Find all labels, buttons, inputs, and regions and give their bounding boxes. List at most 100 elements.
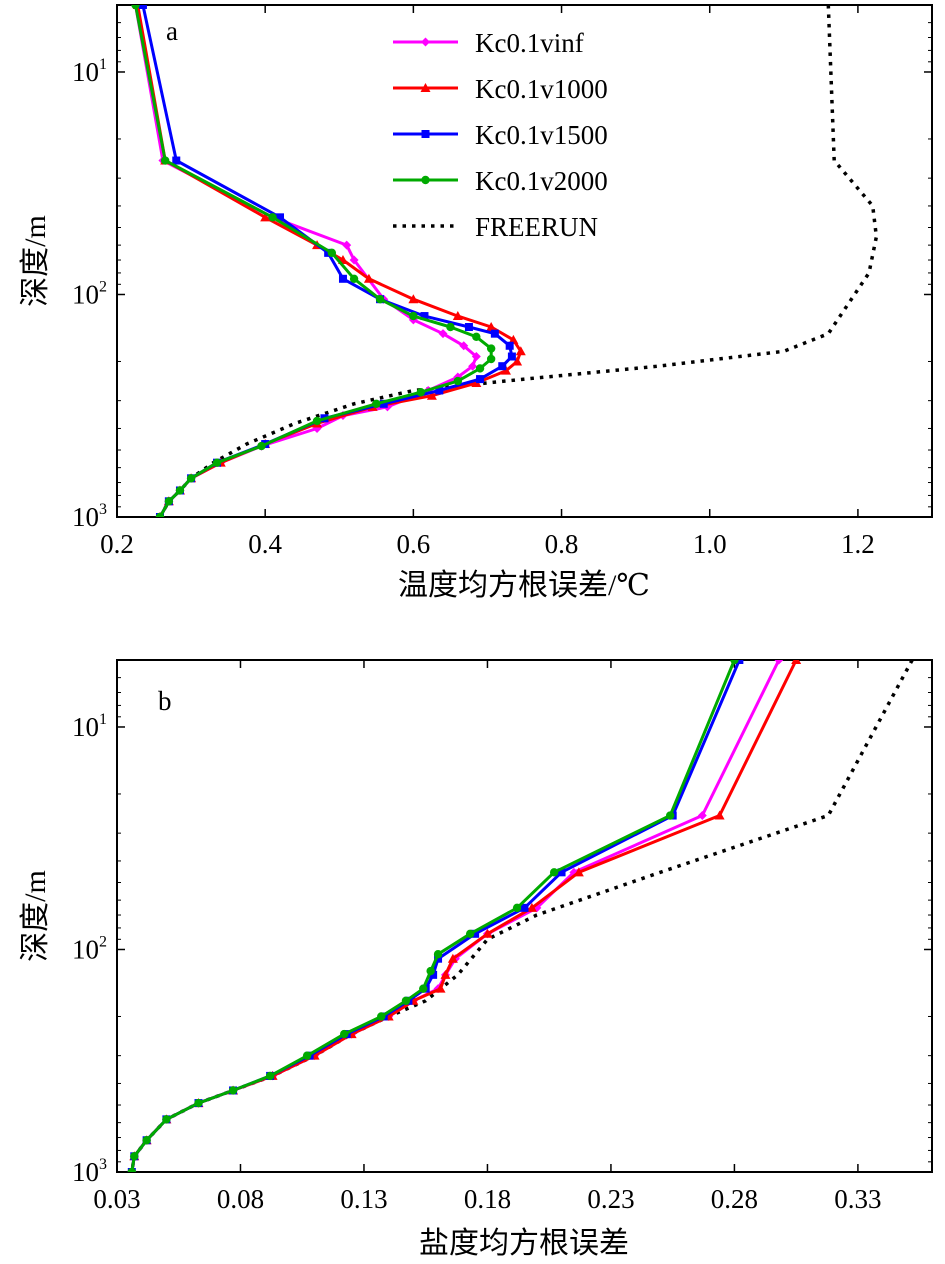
- legend-label-kc0-1v2000: Kc0.1v2000: [475, 166, 608, 196]
- panel-a-point-kc0-1v2000: [312, 416, 322, 426]
- panel-b-point-kc0-1vinf: [774, 660, 784, 665]
- panel-a-y-tick-exponent: 1: [99, 56, 107, 73]
- panel-a-point-kc0-1v1500: [476, 375, 485, 384]
- panel-a-letter: a: [166, 16, 178, 46]
- panel-a-y-tick-base: 10: [72, 57, 99, 87]
- panel-a-point-kc0-1vinf: [349, 255, 359, 265]
- panel-a-point-kc0-1v1000: [486, 322, 497, 332]
- panel-b-y-tick-exponent: 3: [99, 1156, 107, 1173]
- panel-a-point-kc0-1v1500: [338, 274, 347, 283]
- legend-marker-kc0-1v1000: [420, 83, 431, 92]
- legend-marker-kc0-1v1500: [421, 130, 430, 138]
- panel-a-y-tick-base: 10: [72, 502, 99, 532]
- panel-b-point-kc0-1v1500: [520, 903, 529, 912]
- panel-a-point-kc0-1v2000: [372, 399, 381, 409]
- panel-a-x-tick-label: 0.6: [396, 529, 430, 559]
- panel-b-point-kc0-1v1000: [440, 969, 451, 979]
- panel-a-point-kc0-1vinf: [468, 361, 478, 371]
- panel-b-line-kc0-1vinf: [130, 660, 781, 1172]
- panel-b-point-kc0-1v2000: [419, 984, 428, 993]
- legend-item-kc0-1v1500: Kc0.1v1500: [393, 120, 608, 150]
- panel-b-point-kc0-1v2000: [401, 996, 411, 1005]
- panel-a-point-kc0-1v2000: [486, 354, 496, 364]
- panel-a-x-tick-label: 0.2: [100, 529, 134, 559]
- panel-a-point-kc0-1vinf: [459, 341, 469, 351]
- legend-marker-kc0-1v2000: [421, 175, 430, 185]
- panel-a-point-kc0-1v2000: [349, 274, 359, 283]
- panel-b-salinity-rmse-chart: b 0.03 0.08 0.13 0.18 0.23 0.28 0.33101102103 …: [19, 659, 933, 1260]
- panel-a-point-kc0-1vinf: [438, 329, 448, 339]
- panel-b-point-kc0-1v2000: [340, 1029, 349, 1039]
- panel-a-x-axis-label: 温度均方根误差/℃: [398, 569, 650, 602]
- panel-a-y-tick-exponent: 3: [99, 501, 107, 518]
- panel-b-point-kc0-1v2000: [512, 903, 522, 913]
- panel-a-point-kc0-1v2000: [164, 497, 174, 506]
- panel-a-point-kc0-1v1500: [420, 312, 429, 321]
- panel-a-y-axis-label: 深度/m: [19, 215, 52, 307]
- panel-b-point-kc0-1v2000: [426, 966, 435, 976]
- panel-b-point-kc0-1v1000: [714, 810, 725, 820]
- panel-b-point-kc0-1v1000: [482, 928, 493, 938]
- panel-b-plot-frame: [116, 659, 933, 1173]
- panel-a-point-kc0-1v1500: [464, 323, 473, 332]
- panel-a-line-kc0-1vinf: [134, 5, 478, 517]
- legend: Kc0.1vinf Kc0.1v1000 Kc0.1v1500 Kc0.1v2000 F…: [393, 28, 608, 242]
- panel-a-series-freerun: [158, 5, 879, 517]
- panel-b-x-tick-label: 0.18: [464, 1184, 511, 1214]
- panel-a-point-kc0-1v2000: [375, 295, 385, 304]
- panel-b-series-group: [127, 660, 914, 1172]
- panel-a-point-kc0-1v1500: [379, 399, 388, 408]
- panel-a-point-kc0-1v2000: [475, 364, 485, 373]
- panel-b-x-tick-label: 0.28: [711, 1184, 758, 1214]
- panel-a-point-kc0-1v1000: [260, 212, 271, 222]
- panel-b-point-kc0-1v2000: [433, 950, 443, 959]
- panel-a-y-tick-base: 10: [72, 279, 99, 309]
- panel-b-x-tick-label: 0.23: [587, 1184, 634, 1214]
- panel-a-point-kc0-1v1500: [507, 352, 516, 361]
- panel-b-point-kc0-1v2000: [302, 1051, 312, 1060]
- panel-a-point-kc0-1v1000: [508, 334, 519, 344]
- panel-b-y-tick-label: 101: [72, 711, 107, 742]
- legend-item-kc0-1v1000: Kc0.1v1000: [393, 74, 608, 104]
- panel-b-x-axis-label: 盐度均方根误差: [419, 1227, 629, 1260]
- legend-label-freerun: FREERUN: [475, 212, 598, 242]
- panel-b-point-kc0-1v1500: [735, 660, 744, 664]
- panel-b-x-tick-label: 0.33: [834, 1184, 881, 1214]
- panel-b-y-tick-exponent: 2: [99, 933, 107, 950]
- panel-b-point-kc0-1v2000: [228, 1086, 238, 1095]
- panel-a-x-tick-label: 1.2: [841, 529, 875, 559]
- legend-item-freerun: FREERUN: [393, 212, 598, 242]
- panel-b-series-kc0-1v1000: [129, 660, 802, 1172]
- panel-a-point-kc0-1v1000: [426, 390, 437, 400]
- panel-a-point-kc0-1v2000: [212, 458, 222, 467]
- panel-a-point-kc0-1v1500: [276, 213, 284, 222]
- panel-a-line-kc0-1v1000: [136, 5, 523, 517]
- panel-a-y-tick-exponent: 2: [99, 278, 107, 295]
- panel-b-x-tick-label: 0.08: [217, 1184, 264, 1214]
- panel-b-point-kc0-1v1500: [434, 954, 443, 963]
- panel-b-point-kc0-1v2000: [465, 929, 475, 938]
- panel-a-line-freerun: [158, 5, 879, 517]
- panel-b-x-tick-label: 0.13: [340, 1184, 387, 1214]
- panel-b-point-kc0-1v1000: [526, 902, 537, 912]
- legend-label-kc0-1v1500: Kc0.1v1500: [475, 120, 608, 150]
- panel-a-series-kc0-1v1000: [132, 5, 526, 517]
- panel-b-point-kc0-1v2000: [127, 1167, 137, 1172]
- panel-a-point-kc0-1v2000: [472, 332, 481, 342]
- legend-item-kc0-1v2000: Kc0.1v2000: [393, 166, 608, 196]
- panel-a-point-kc0-1v2000: [160, 156, 170, 165]
- panel-b-line-kc0-1v2000: [130, 660, 736, 1172]
- panel-a-point-kc0-1v1500: [138, 5, 147, 9]
- panel-a-point-kc0-1v2000: [327, 248, 337, 258]
- panel-a-point-kc0-1v2000: [268, 213, 277, 222]
- panel-a-point-kc0-1v1500: [490, 329, 499, 338]
- panel-b-point-kc0-1v2000: [265, 1071, 275, 1081]
- panel-a-point-kc0-1v2000: [446, 322, 455, 332]
- panel-b-point-kc0-1v1000: [447, 953, 458, 963]
- panel-a-point-kc0-1v2000: [186, 474, 196, 483]
- panel-a-point-kc0-1v2000: [453, 376, 463, 386]
- legend-marker-kc0-1vinf: [421, 37, 430, 47]
